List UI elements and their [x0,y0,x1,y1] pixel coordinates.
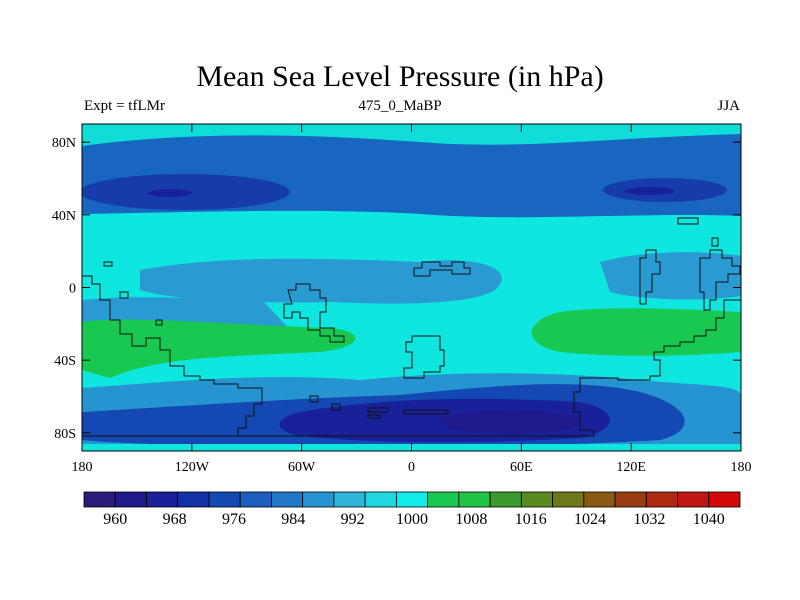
colorbar-swatch [146,491,179,508]
colorbar-label: 1032 [633,511,665,528]
colorbar-swatch [677,491,710,508]
coastline-segment [403,335,445,379]
colorbar-swatch [552,491,585,508]
y-tick-label: 0 [69,282,76,297]
y-axis: 80N 40N 0 40S 80S [52,136,741,442]
coastline-segment [367,407,389,413]
x-tick-label: 180 [731,460,752,475]
chart-title: Mean Sea Level Pressure (in hPa) [196,60,604,93]
equatorial-low-east [600,252,741,300]
colorbar-swatch [177,491,210,508]
coastline-segment [639,249,661,305]
equatorial-low-pacific [140,258,502,304]
period-label: 475_0_MaBP [358,98,442,114]
colorbar-swatch [364,491,397,508]
y-tick-label: 40S [54,354,76,369]
coastline-segment [283,283,345,343]
pressure-map [82,124,741,451]
colorbar-swatch [427,491,460,508]
coastline-segment [711,237,719,247]
colorbar-swatch [645,491,678,508]
y-tick-label: 40N [52,209,76,224]
colorbar-swatch [708,491,741,508]
coastline-segment [155,319,163,326]
colorbar-swatch [614,491,647,508]
coastline-segment [677,217,699,225]
subtropical-high-indian [531,308,741,356]
coastline-segment [367,414,381,419]
x-tick-label: 60E [510,460,533,475]
x-tick-label: 60W [288,460,316,475]
north-atlantic-core [625,187,675,195]
y-tick-label: 80N [52,136,76,151]
season-label: JJA [717,98,740,114]
colorbar-label: 984 [281,511,305,528]
coastline-segment [403,409,449,415]
experiment-label: Expt = tfLMr [84,98,165,114]
coastline-segment [413,261,471,277]
colorbar-swatch [208,491,241,508]
colorbar-swatch [114,491,147,508]
colorbar-label: 1024 [574,511,606,528]
x-tick-label: 120E [616,460,646,475]
coastline-outline [82,217,741,437]
colorbar-label: 968 [163,511,187,528]
colorbar-swatch [271,491,304,508]
coastline-segment [82,275,263,437]
colorbar-swatch [520,491,553,508]
coastline-segment [331,403,341,411]
colorbar-swatch [583,491,616,508]
southern-deep-core [440,410,580,434]
x-tick-label: 180 [72,460,93,475]
coastline-segment [238,299,741,437]
colorbar-swatch [458,491,491,508]
colorbar-label: 976 [222,511,246,528]
colorbar-swatch [239,491,272,508]
x-tick-label: 120W [175,460,210,475]
colorbar-swatch [302,491,335,508]
colorbar-swatch [395,491,429,508]
colorbar-label: 1040 [693,511,725,528]
colorbar-label: 1016 [515,511,547,528]
colorbar-swatch [489,491,522,508]
north-pacific-core [148,189,192,197]
colorbar-label: 1000 [396,511,428,528]
subtropical-high-pacific [82,319,356,378]
x-axis: 180 120W 60W 0 60E 120E 180 [72,124,752,475]
colorbar: 960 968 976 984 992 1000 1008 1016 1024 1032 1040 [83,491,741,528]
coastline-segment [699,249,741,311]
colorbar-swatch [333,491,366,508]
coastline-segment [119,291,129,299]
x-tick-label: 0 [408,460,415,475]
colorbar-label: 1008 [455,511,487,528]
coastline-segment [103,261,113,267]
colorbar-label: 992 [341,511,365,528]
colorbar-swatch [83,491,116,508]
coastline-segment [309,395,319,403]
y-tick-label: 80S [54,427,76,442]
colorbar-label: 960 [103,511,127,528]
